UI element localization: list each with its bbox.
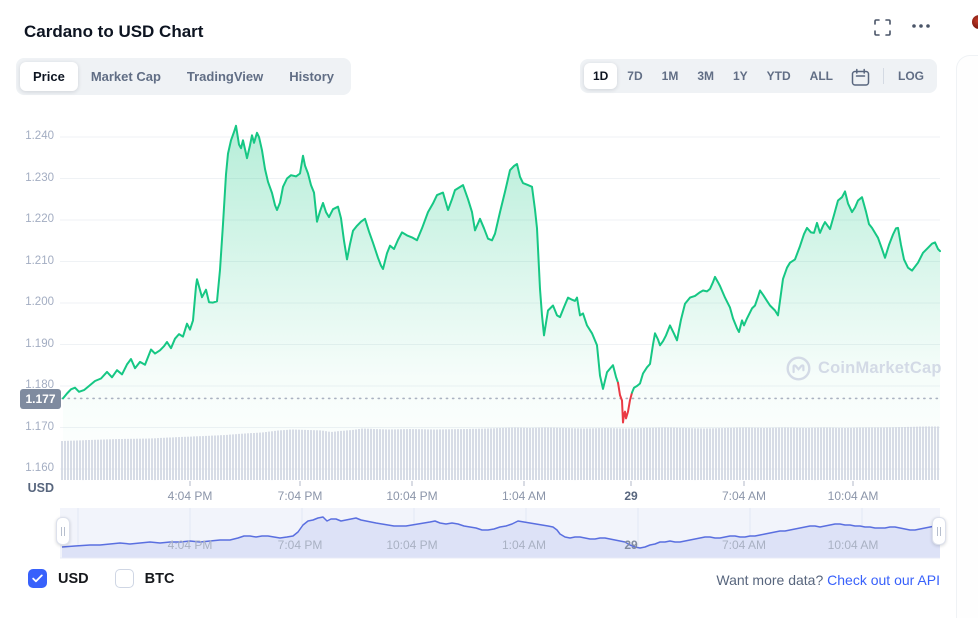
btc-checkbox-unchecked[interactable] <box>114 569 134 588</box>
usd-label: USD <box>58 570 89 587</box>
fullscreen-button[interactable] <box>872 17 893 38</box>
x-axis-ticks <box>189 481 854 486</box>
navigator-axis-label: 10:04 AM <box>827 538 879 552</box>
more-options-button[interactable] <box>909 21 933 31</box>
x-axis-label: 29 <box>624 489 638 503</box>
navigator-axis-label: 29 <box>624 538 638 552</box>
fullscreen-icon <box>874 19 891 36</box>
range-1m[interactable]: 1M <box>653 63 688 89</box>
chart-view-tabs: Price Market Cap TradingView History <box>16 58 352 95</box>
tab-tradingview[interactable]: TradingView <box>174 62 276 91</box>
y-axis-label: 1.190 <box>25 338 54 350</box>
tab-market-cap[interactable]: Market Cap <box>78 62 174 91</box>
x-axis-label: 1:04 AM <box>501 489 547 503</box>
x-axis-label: 10:04 PM <box>386 489 438 503</box>
x-axis-label: 7:04 AM <box>721 489 767 503</box>
x-axis-label: 10:04 AM <box>827 489 879 503</box>
price-line-green <box>631 190 941 394</box>
y-axis-label: 1.240 <box>25 130 54 142</box>
api-promo-text: Want more data? <box>716 572 824 588</box>
adjacent-panel-edge <box>956 55 978 618</box>
range-7d[interactable]: 7D <box>618 63 651 89</box>
price-line-red <box>617 381 633 424</box>
usd-toggle[interactable]: USD <box>28 569 89 588</box>
coinmarketcap-logo-icon <box>786 356 811 381</box>
y-axis-label: 1.180 <box>25 379 54 391</box>
navigator-axis-label: 7:04 AM <box>721 538 767 552</box>
check-icon <box>32 574 43 583</box>
navigator-left-handle[interactable] <box>56 517 70 545</box>
navigator-axis-label: 7:04 PM <box>277 538 323 552</box>
y-axis-label: 1.200 <box>25 296 54 308</box>
navigator-axis-label: 10:04 PM <box>386 538 438 552</box>
price-line-green <box>62 124 619 400</box>
navigator[interactable] <box>60 508 941 559</box>
coinmarketcap-watermark: CoinMarketCap <box>786 356 942 381</box>
time-range-tabs: 1D 7D 1M 3M 1Y YTD ALL LOG <box>579 59 937 93</box>
navigator-axis-label: 4:04 PM <box>167 538 213 552</box>
calendar-button[interactable] <box>843 64 878 89</box>
range-buttons: 1D 7D 1M 3M 1Y YTD ALL <box>583 63 842 89</box>
y-axis-label: 1.170 <box>25 421 54 433</box>
tab-history[interactable]: History <box>276 62 347 91</box>
range-3m[interactable]: 3M <box>688 63 723 89</box>
api-promo: Want more data? Check out our API <box>716 572 940 588</box>
range-1y[interactable]: 1Y <box>724 63 757 89</box>
divider <box>883 68 884 84</box>
x-axis-label: 7:04 PM <box>277 489 323 503</box>
navigator-axis-label: 1:04 AM <box>501 538 547 552</box>
y-axis-label: 1.230 <box>25 172 54 184</box>
partial-coin-logo <box>972 15 978 29</box>
usd-checkbox-checked[interactable] <box>28 569 47 588</box>
current-price-badge: 1.177 <box>20 389 61 409</box>
y-axis-unit-label: USD <box>27 481 54 495</box>
watermark-label: CoinMarketCap <box>818 359 942 377</box>
btc-toggle[interactable]: BTC <box>114 569 175 588</box>
y-axis-label: 1.160 <box>25 462 54 474</box>
page-title: Cardano to USD Chart <box>24 22 204 42</box>
range-ytd[interactable]: YTD <box>758 63 800 89</box>
calendar-icon <box>851 68 870 86</box>
x-axis-label: 4:04 PM <box>167 489 213 503</box>
tab-price[interactable]: Price <box>20 62 78 91</box>
price-area-fill <box>63 125 940 480</box>
range-all[interactable]: ALL <box>801 63 842 89</box>
volume-bars <box>61 426 939 481</box>
y-axis-label: 1.220 <box>25 213 54 225</box>
api-link[interactable]: Check out our API <box>827 572 940 588</box>
y-axis-label: 1.210 <box>25 255 54 267</box>
log-scale-button[interactable]: LOG <box>889 63 933 89</box>
navigator-right-handle[interactable] <box>932 517 946 545</box>
more-options-icon <box>912 24 930 28</box>
currency-toggles: USD BTC <box>28 569 174 588</box>
btc-label: BTC <box>144 570 175 587</box>
range-1d[interactable]: 1D <box>583 63 618 89</box>
